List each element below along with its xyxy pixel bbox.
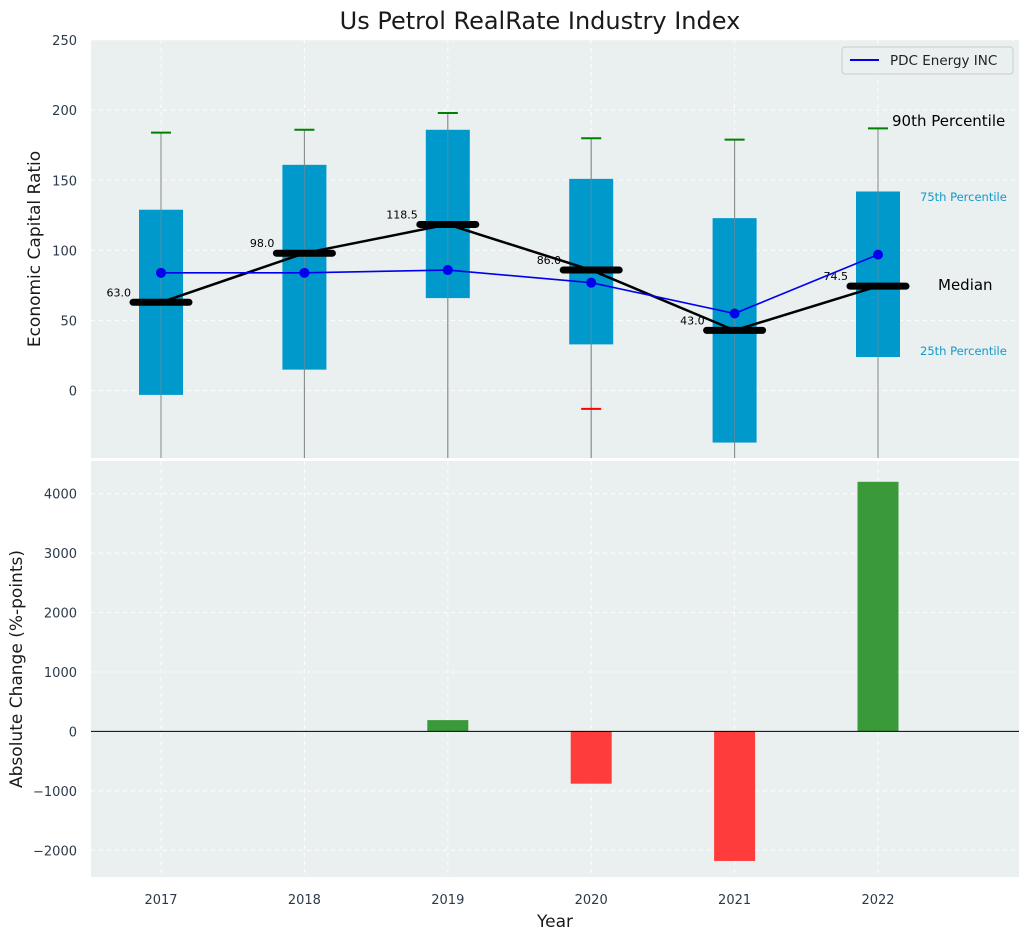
x-tick-label: 2020 — [575, 893, 608, 908]
median-value-label: 74.5 — [824, 270, 849, 283]
median-value-label: 98.0 — [250, 237, 275, 250]
annotation-75th-percentile: 75th Percentile — [920, 190, 1007, 204]
top-y-tick-label: 50 — [60, 315, 77, 330]
x-tick-label: 2018 — [288, 893, 321, 908]
legend: PDC Energy INC — [841, 46, 1014, 75]
chart-title: Us Petrol RealRate Industry Index — [340, 7, 741, 35]
bottom-y-tick-label: −2000 — [33, 844, 77, 859]
top-y-tick-label: 200 — [52, 104, 77, 119]
median-value-label: 63.0 — [107, 286, 132, 299]
legend-label-pdc: PDC Energy INC — [890, 53, 997, 69]
axes-layer: 0 50 100 150 200 250 −2000 −1000 0 1000 2000 3000 40… — [33, 34, 895, 908]
top-y-tick-label: 100 — [52, 244, 77, 259]
annotation-25th-percentile: 25th Percentile — [920, 344, 1007, 358]
change-bar — [714, 731, 756, 861]
series-point-pdc — [729, 308, 740, 319]
bottom-y-tick-label: 4000 — [44, 488, 77, 503]
annotation-90th-percentile: 90th Percentile — [892, 112, 1005, 130]
bottom-y-tick-label: 0 — [69, 725, 77, 740]
legend-box — [841, 46, 1014, 75]
series-point-pdc — [873, 249, 883, 260]
bottom-bar-layer — [91, 481, 1019, 861]
series-point-pdc — [442, 265, 453, 276]
top-y-axis-title: Economic Capital Ratio — [25, 151, 45, 347]
x-tick-label: 2019 — [431, 893, 464, 908]
change-bar — [570, 731, 612, 784]
x-tick-label: 2022 — [861, 893, 894, 908]
median-value-label: 118.5 — [386, 208, 418, 221]
series-point-pdc — [156, 267, 166, 278]
median-line — [160, 223, 879, 332]
bottom-y-tick-label: 1000 — [44, 666, 77, 681]
change-bar — [857, 481, 899, 732]
top-y-tick-label: 250 — [52, 34, 77, 49]
series-point-pdc — [299, 267, 310, 278]
series-point-pdc — [586, 277, 597, 288]
x-axis-title: Year — [536, 912, 573, 932]
bottom-y-tick-label: −1000 — [33, 785, 77, 800]
median-value-label: 86.0 — [537, 254, 562, 267]
top-y-tick-label: 150 — [52, 174, 77, 189]
series-line-pdc — [161, 253, 879, 315]
x-tick-label: 2017 — [144, 893, 177, 908]
bottom-y-tick-label: 2000 — [44, 607, 77, 622]
x-tick-label: 2021 — [718, 893, 751, 908]
median-value-label: 43.0 — [680, 314, 705, 327]
top-y-tick-label: 0 — [69, 385, 77, 400]
bottom-y-axis-title: Absolute Change (%-points) — [7, 550, 27, 788]
change-bar — [427, 720, 469, 732]
bottom-y-tick-label: 3000 — [44, 547, 77, 562]
annotation-median: Median — [938, 276, 993, 294]
top-boxplot-layer: 63.0 98.0 118.5 86.0 43.0 74.5 — [107, 111, 910, 458]
